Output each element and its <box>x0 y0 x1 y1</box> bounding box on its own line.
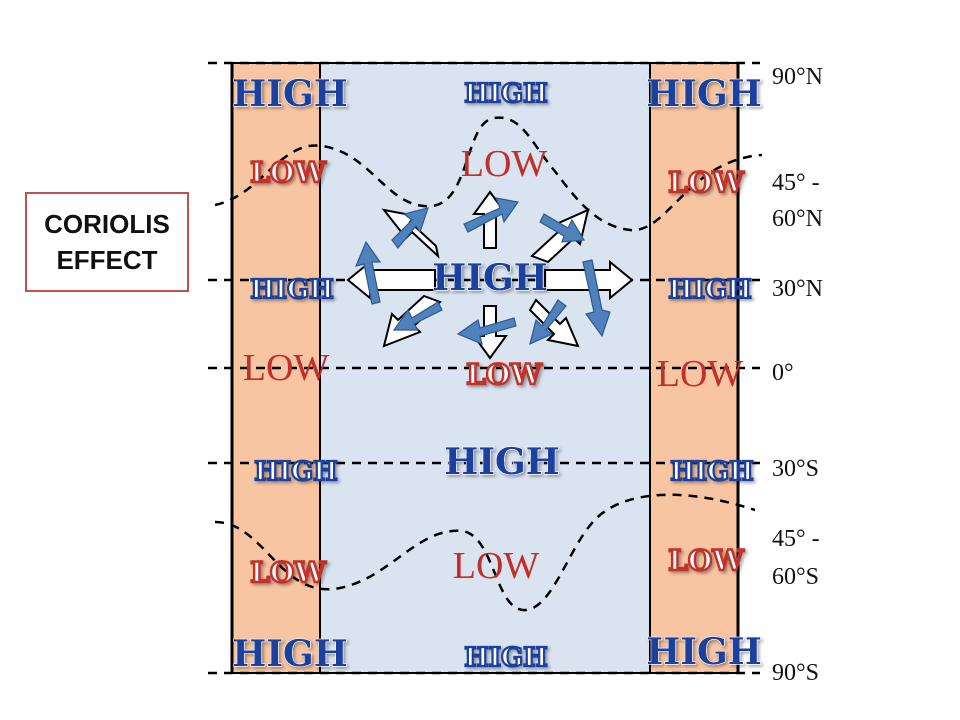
lat-90n: 90°N <box>772 64 823 90</box>
blue-arrow-right-upper <box>539 213 586 243</box>
label-high-mid-top: HIGH <box>464 79 548 109</box>
latitude-lines <box>208 61 763 675</box>
blue-arrow-upper-left <box>391 207 429 249</box>
label-high-right-top: HIGH <box>646 73 762 115</box>
blue-arrow-left-vertical <box>354 240 382 305</box>
lat-45s-line1: 45° - <box>772 526 820 552</box>
label-high-right-30n: HIGH <box>668 275 752 305</box>
label-low-left-south: LOW <box>250 556 326 589</box>
lat-45n-line1: 45° - <box>772 170 820 196</box>
blue-arrow-lower-left <box>392 301 443 331</box>
label-high-center-30s: HIGH <box>444 441 560 483</box>
label-high-right-30s: HIGH <box>670 457 754 487</box>
label-high-center-30n: HIGH <box>432 257 548 299</box>
blue-arrow-lower-right <box>529 299 567 346</box>
label-low-mid-south: LOW <box>453 545 540 587</box>
label-low-right-south: LOW <box>668 544 744 577</box>
lat-30n: 30°N <box>772 276 823 302</box>
white-arrow-down-right <box>528 298 580 348</box>
label-high-left-top: HIGH <box>232 73 348 115</box>
lat-equator: 0° <box>772 360 794 386</box>
blue-arrow-upper-right <box>463 197 520 233</box>
label-low-right-eq: LOW <box>657 353 744 395</box>
label-low-mid-north: LOW <box>461 143 548 185</box>
coriolis-label-line2: EFFECT <box>56 245 158 275</box>
label-low-mid-eq: LOW <box>466 358 542 391</box>
pressure-labels: HIGH HIGH HIGH LOW LOW LOW HIGH HIGH LOW… <box>232 72 763 675</box>
label-low-right-north: LOW <box>668 166 744 199</box>
coriolis-arrows <box>354 197 611 346</box>
blue-arrow-right-vertical <box>582 259 611 338</box>
wavy-front-north <box>214 116 763 232</box>
latitude-labels: 90°N 45° - 60°N 30°N 0° 30°S 45° - 60°S … <box>772 64 823 686</box>
lat-30s: 30°S <box>772 456 819 482</box>
label-high-left-30s: HIGH <box>254 457 338 487</box>
label-low-left-eq: LOW <box>243 347 330 389</box>
lat-45s-line2: 60°S <box>772 564 819 590</box>
label-high-mid-bottom: HIGH <box>464 643 548 673</box>
label-low-left-north: LOW <box>250 156 326 189</box>
coriolis-effect-box: CORIOLIS EFFECT <box>25 192 189 292</box>
lat-90s: 90°S <box>772 660 819 686</box>
lat-45n-line2: 60°N <box>772 206 823 232</box>
label-high-right-bottom: HIGH <box>646 631 762 673</box>
coriolis-label-line1: CORIOLIS <box>44 209 170 239</box>
label-high-left-bottom: HIGH <box>232 633 348 675</box>
blue-arrow-lower-mid <box>456 317 517 346</box>
wavy-front-south <box>214 493 756 612</box>
label-high-left-30n: HIGH <box>250 275 334 305</box>
